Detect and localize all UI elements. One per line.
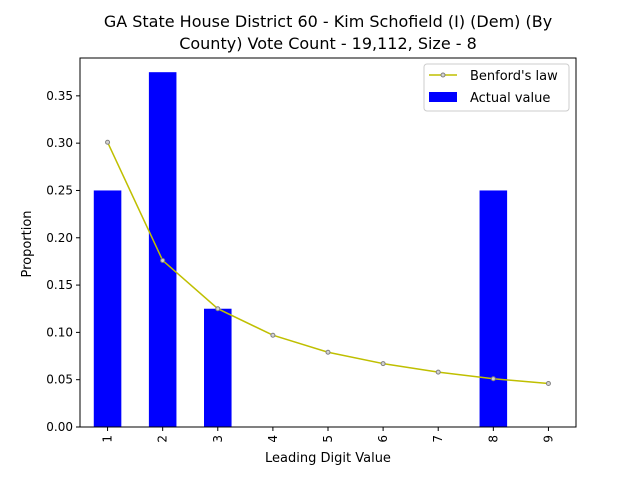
y-tick-label: 0.30 — [46, 136, 73, 150]
x-tick-label: 3 — [211, 435, 225, 443]
benford-point-2 — [160, 257, 166, 263]
bar-2 — [148, 72, 177, 427]
benford-point-4 — [270, 332, 276, 338]
plot-area: 0.00 0.05 0.10 0.15 0.20 0.25 0.30 0.35 1 2 3 4 5 6 7 8… — [46, 57, 577, 443]
benford-point-1 — [105, 139, 111, 145]
x-tick-label: 2 — [156, 435, 170, 443]
y-tick-label: 0.10 — [46, 325, 73, 339]
legend-box — [423, 63, 570, 112]
chart-title-line1: GA State House District 60 - Kim Schofie… — [104, 12, 552, 31]
x-tick-label: 5 — [321, 435, 335, 443]
x-tick-label: 8 — [486, 435, 500, 443]
benford-point-7 — [435, 369, 441, 375]
x-tick-label: 4 — [266, 435, 280, 443]
bar-1 — [93, 190, 122, 427]
chart-title-line2: County) Vote Count - 19,112, Size - 8 — [179, 34, 477, 53]
legend-bar-swatch — [429, 92, 457, 102]
benford-point-9 — [545, 380, 551, 386]
y-tick-label: 0.05 — [46, 373, 73, 387]
bar-3 — [204, 308, 232, 427]
benford-point-8 — [490, 376, 496, 382]
legend-label-benford: Benford's law — [470, 69, 558, 84]
y-tick-label: 0.20 — [46, 231, 73, 245]
y-tick-label: 0.00 — [46, 420, 73, 434]
legend: Benford's law Actual value — [423, 63, 570, 112]
y-tick-label: 0.35 — [46, 89, 73, 103]
benford-point-6 — [380, 361, 386, 367]
y-tick-label: 0.25 — [46, 183, 73, 197]
benford-point-3 — [215, 306, 221, 312]
y-tick-label: 0.15 — [46, 278, 73, 292]
x-tick-label: 7 — [431, 435, 445, 443]
bar-8 — [479, 190, 508, 427]
legend-line-marker — [440, 72, 446, 78]
benford-point-5 — [325, 349, 331, 355]
x-tick-label: 6 — [376, 435, 390, 443]
x-tick-label: 1 — [101, 435, 115, 443]
x-axis-label: Leading Digit Value — [265, 451, 391, 466]
y-axis-label: Proportion — [20, 210, 35, 277]
legend-label-actual: Actual value — [470, 91, 550, 106]
x-tick-label: 9 — [541, 435, 555, 443]
